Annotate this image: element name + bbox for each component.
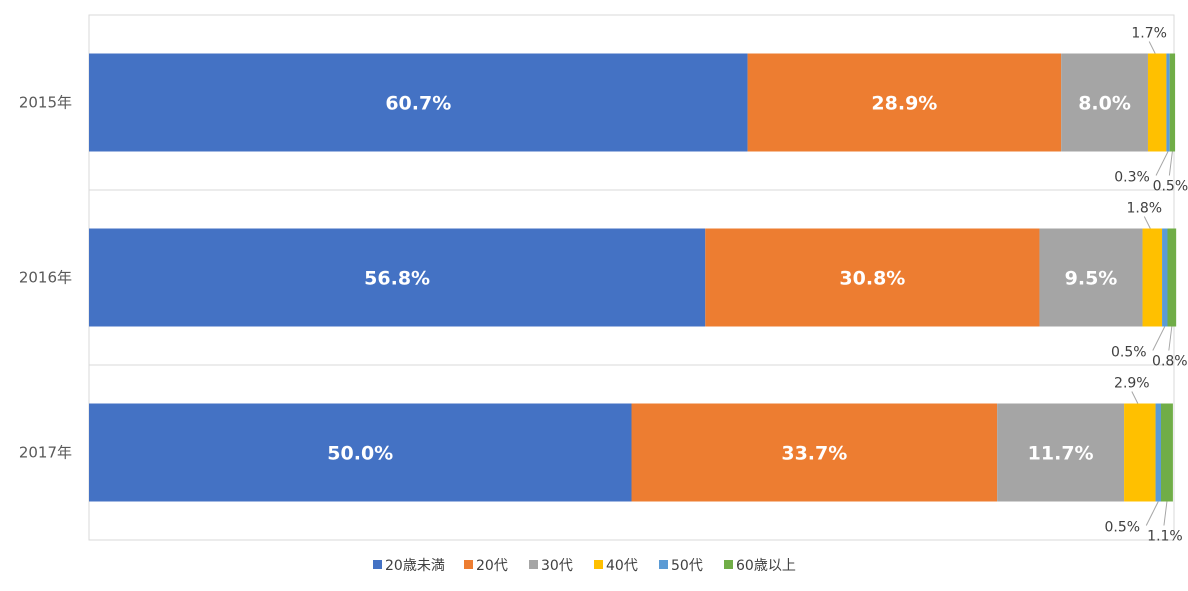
data-label: 30.8% [839,268,905,290]
bar-segment [1162,228,1168,327]
category-label: 2016年 [19,269,72,287]
bar-segment [1142,228,1163,327]
data-label: 0.5% [1153,179,1188,195]
bars [89,53,1177,502]
data-label: 0.8% [1152,354,1188,370]
bar-segment [1061,53,1148,152]
leader-line [1143,216,1151,229]
bar-segment [747,53,1062,152]
bar-segment [1147,53,1167,152]
data-label: 1.1% [1147,529,1183,545]
data-label: 9.5% [1065,268,1118,290]
legend-swatch [464,560,473,569]
data-label: 1.7% [1131,26,1167,42]
data-label: 56.8% [364,268,430,290]
leader-line [1155,151,1169,176]
data-label: 50.0% [327,443,393,465]
gridlines [89,189,1174,366]
data-label: 60.7% [385,93,451,115]
bar-segment [89,53,748,152]
category-labels: 2015年 2016年 2017年 [19,94,72,462]
leader-line [1163,501,1168,526]
bar-segment [1167,228,1177,327]
leader-line [1168,326,1173,351]
legend-label: 20歳未満 [385,558,445,574]
legend-swatch [659,560,668,569]
bar-segment [1166,53,1170,152]
data-label: 0.5% [1104,520,1140,536]
legend-label: 40代 [606,558,638,574]
data-label: 28.9% [871,93,937,115]
leader-line [1152,326,1166,351]
bar-segment [631,403,998,502]
bar-segment [1169,53,1176,152]
leader-line [1168,151,1173,176]
legend: 20歳未満 20代 30代 40代 50代 60歳以上 [373,558,796,574]
data-label: 33.7% [781,443,847,465]
bar-segment [997,403,1125,502]
category-label: 2017年 [19,444,72,462]
legend-label: 20代 [476,558,508,574]
legend-label: 50代 [671,558,703,574]
bar-segment [1160,403,1173,502]
legend-label: 60歳以上 [736,558,796,574]
bar-segment [1155,403,1161,502]
legend-swatch [373,560,382,569]
data-label: 11.7% [1028,443,1094,465]
category-label: 2015年 [19,94,72,112]
bar-segment [705,228,1040,327]
leader-line [1131,391,1139,404]
data-label: 0.5% [1111,345,1147,361]
bar-segment [89,403,632,502]
data-label: 1.8% [1127,201,1163,217]
legend-label: 30代 [541,558,573,574]
bar-segment [89,228,706,327]
data-label: 0.3% [1114,170,1150,186]
legend-swatch [529,560,538,569]
leader-line [1148,41,1156,54]
legend-swatch [724,560,733,569]
leader-line [1145,501,1159,526]
data-labels: 60.7% 28.9% 8.0%1.7%0.3%0.5%56.8% 30.8% 9.5%… [327,26,1188,545]
bar-segment [1124,403,1156,502]
bar-segment [1039,228,1143,327]
data-label: 2.9% [1114,376,1150,392]
legend-swatch [594,560,603,569]
data-label: 8.0% [1078,93,1131,115]
